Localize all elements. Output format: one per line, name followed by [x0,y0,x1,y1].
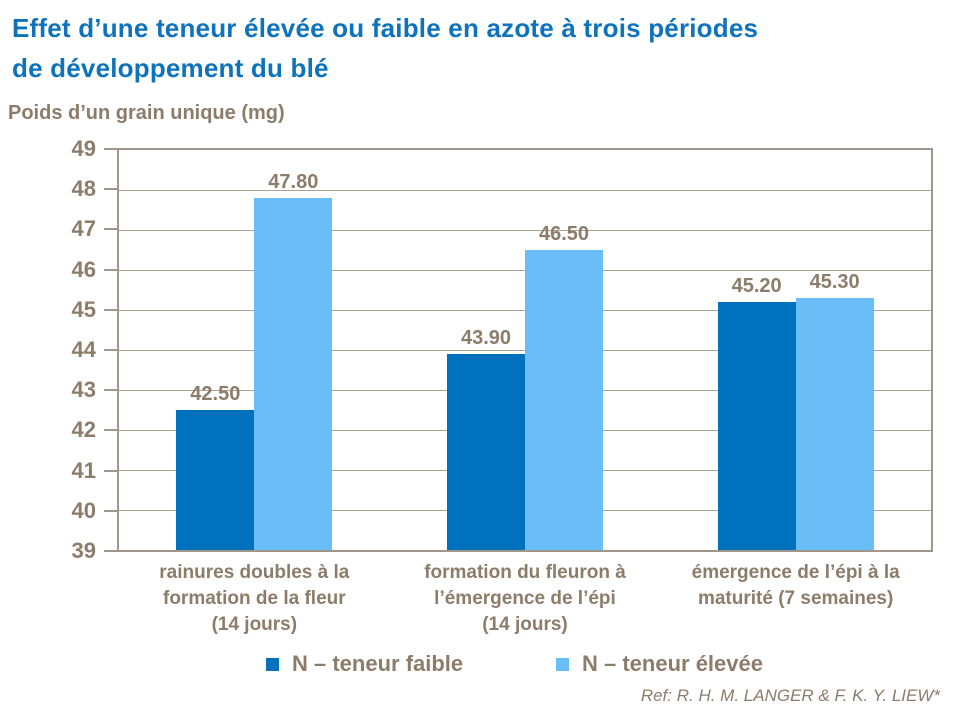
plot-area: 42.50 43.90 45.20 47.80 46.50 45.30 [117,148,933,552]
bar-faible-g2 [447,354,525,550]
x-axis-category-label: rainures doubles à la formation de la fl… [159,562,350,635]
y-axis-label: 43 [71,377,96,403]
y-axis-tick [104,228,117,231]
bar-elevee-g1 [254,198,333,550]
y-axis-label: 48 [71,176,96,202]
bar-value-label: 45.30 [809,271,860,293]
y-axis-tick [104,550,117,552]
y-axis-label: 40 [71,497,96,523]
y-axis-tick [104,148,117,150]
bar-value-label: 45.20 [731,275,782,297]
y-axis-tick [104,349,117,351]
bar-elevee-g3 [795,298,874,550]
y-axis-label: 44 [71,337,96,362]
y-axis-label: 45 [71,296,96,322]
y-axis-title: Poids d’un grain unique (mg) [8,102,285,124]
bar-faible-g3 [717,302,796,550]
legend-label-faible: N – teneur faible [292,651,464,676]
bar-faible-g1 [176,410,255,550]
legend-swatch-faible-icon [266,658,279,671]
bar-elevee-g2 [525,250,603,550]
legend-swatch-elevee-icon [556,658,569,671]
gridline [119,229,931,231]
bar-value-label: 43.90 [460,327,512,349]
y-axis-label: 42 [71,417,96,443]
y-axis-label: 39 [71,538,96,563]
page-title: Effet d’une teneur élevée ou faible en a… [12,8,948,88]
legend-item-teneur-faible: N – teneur faible [266,650,463,678]
y-axis-label: 49 [71,136,96,161]
gridline [119,189,931,191]
y-axis-tick [104,429,117,432]
legend-label-elevee: N – teneur élevée [582,651,763,676]
page-title-line2: de développement du blé [12,53,329,83]
y-axis-tick [104,469,117,472]
y-axis-label: 41 [71,457,96,483]
bar-value-label: 47.80 [268,171,319,193]
bar-value-label: 42.50 [190,383,241,405]
y-axis-tick [104,509,117,512]
y-axis-tick [104,389,117,392]
y-axis-label: 46 [71,256,96,282]
y-axis-tick [104,268,117,271]
legend-item-teneur-elevee: N – teneur élevée [556,650,763,678]
y-axis-tick [104,308,117,311]
y-axis-tick [104,188,117,191]
y-axis-label: 47 [71,216,96,242]
page-title-line1: Effet d’une teneur élevée ou faible en a… [12,13,759,43]
bar-value-label: 46.50 [538,223,590,245]
x-axis-category-label: émergence de l’épi à la maturité (7 sema… [691,562,900,609]
x-axis-category-label: formation du fleuron à l’émergence de l’… [424,562,626,635]
reference-text: Ref: R. H. M. LANGER & F. K. Y. LIEW* [640,686,940,705]
